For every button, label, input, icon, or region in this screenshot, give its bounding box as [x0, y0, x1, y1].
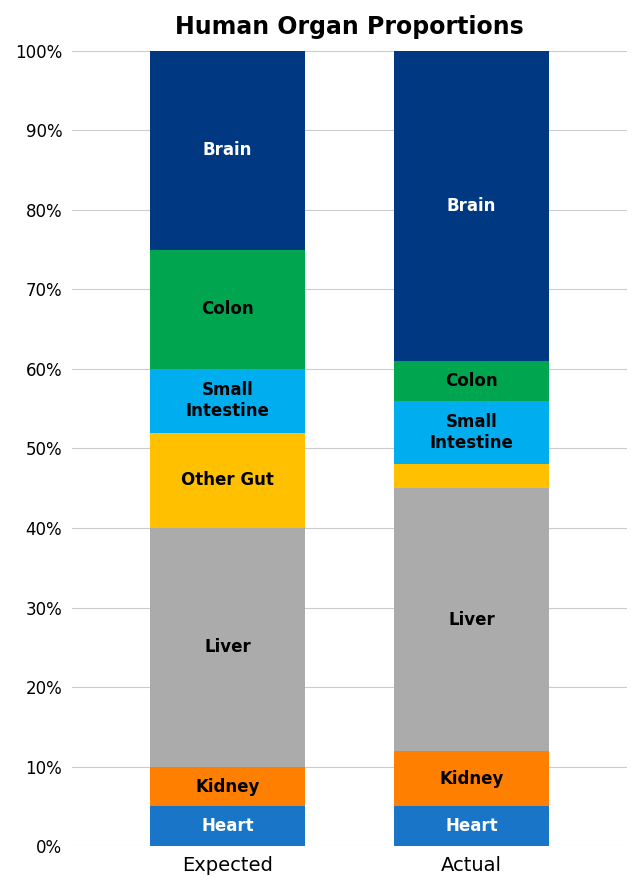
Text: Kidney: Kidney [195, 778, 259, 796]
Text: Brain: Brain [447, 197, 496, 214]
Bar [150, 766, 305, 806]
Bar [150, 249, 305, 369]
Title: Human Organ Proportions: Human Organ Proportions [175, 15, 524, 39]
Text: Colon: Colon [201, 300, 254, 319]
Bar [394, 400, 550, 465]
Text: Other Gut: Other Gut [181, 472, 274, 490]
Bar [394, 51, 550, 361]
Bar [394, 465, 550, 489]
Text: Small
Intestine: Small Intestine [429, 413, 514, 452]
Text: Small
Intestine: Small Intestine [186, 381, 269, 420]
Bar [150, 369, 305, 433]
Text: Brain: Brain [203, 142, 252, 159]
Bar [150, 433, 305, 528]
Bar [394, 751, 550, 806]
Bar [394, 361, 550, 400]
Text: Heart: Heart [201, 817, 254, 836]
Bar [150, 51, 305, 249]
Text: Kidney: Kidney [439, 770, 504, 788]
Bar [394, 806, 550, 846]
Text: Liver: Liver [448, 611, 495, 628]
Text: Colon: Colon [446, 372, 498, 390]
Text: Heart: Heart [446, 817, 498, 836]
Bar [150, 528, 305, 766]
Text: Liver: Liver [204, 638, 251, 657]
Bar [394, 489, 550, 751]
Bar [150, 806, 305, 846]
